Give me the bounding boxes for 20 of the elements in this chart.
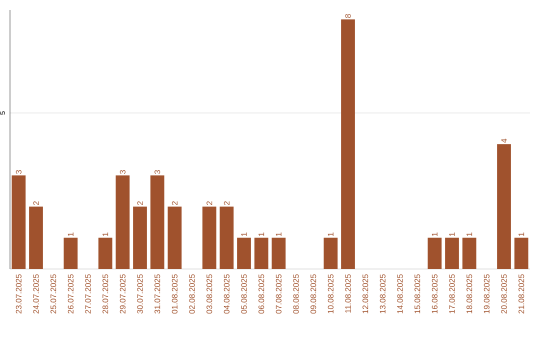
bar xyxy=(497,144,511,269)
bar xyxy=(12,175,26,269)
bar xyxy=(202,206,216,269)
bar xyxy=(514,238,528,269)
bar xyxy=(462,238,476,269)
bar xyxy=(445,238,459,269)
bar xyxy=(428,238,442,269)
bar xyxy=(64,238,78,269)
bar xyxy=(324,238,338,269)
bar xyxy=(220,206,234,269)
bar xyxy=(341,19,355,269)
bar xyxy=(98,238,112,269)
bar xyxy=(150,175,164,269)
bar xyxy=(168,206,182,269)
bar xyxy=(116,175,130,269)
bar xyxy=(272,238,286,269)
bar xyxy=(133,206,147,269)
bar xyxy=(29,206,43,269)
bar xyxy=(254,238,268,269)
bar xyxy=(237,238,251,269)
